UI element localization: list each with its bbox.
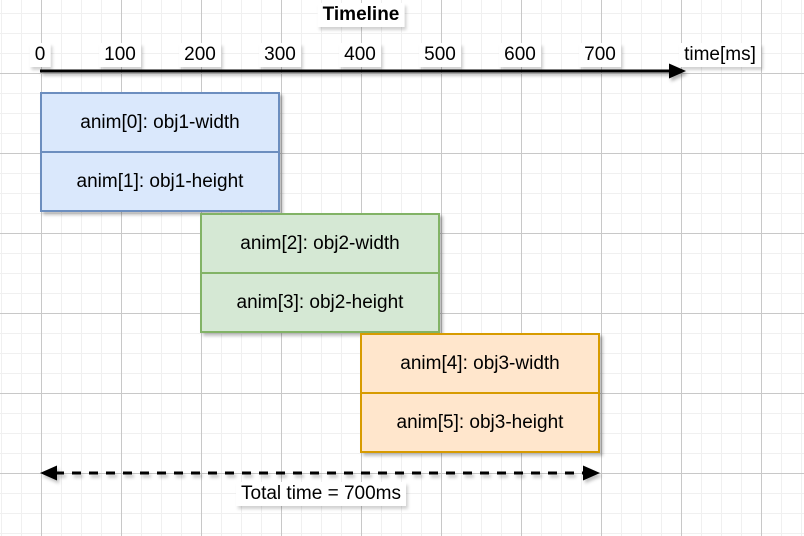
- total-time-label: Total time = 700ms: [236, 482, 406, 506]
- axis-tick-600: 600: [499, 43, 541, 67]
- timeline-bar-anim3: anim[3]: obj2-height: [202, 272, 438, 331]
- axis-tick-200: 200: [179, 43, 221, 67]
- timeline-bar-anim0: anim[0]: obj1-width: [80, 111, 240, 133]
- timeline-bar-anim5: anim[5]: obj3-height: [362, 392, 598, 451]
- obj2-animation-group: anim[2]: obj2-width anim[3]: obj2-height: [200, 213, 440, 333]
- axis-tick-500: 500: [419, 43, 461, 67]
- diagram-title: Timeline: [317, 3, 405, 27]
- axis-unit-label: time[ms]: [679, 43, 761, 67]
- total-time-span-arrow: [40, 465, 600, 481]
- axis-tick-300: 300: [259, 43, 301, 67]
- axis-tick-700: 700: [579, 43, 621, 67]
- obj1-animation-group: anim[0]: obj1-width anim[1]: obj1-height: [40, 92, 280, 212]
- timeline-bar-anim1: anim[1]: obj1-height: [42, 151, 278, 210]
- timeline-bar-anim4: anim[4]: obj3-width: [400, 352, 560, 374]
- obj3-animation-group: anim[4]: obj3-width anim[5]: obj3-height: [360, 333, 600, 453]
- axis-tick-100: 100: [99, 43, 141, 67]
- axis-tick-400: 400: [339, 43, 381, 67]
- axis-tick-0: 0: [29, 43, 51, 67]
- timeline-bar-anim2: anim[2]: obj2-width: [240, 232, 400, 254]
